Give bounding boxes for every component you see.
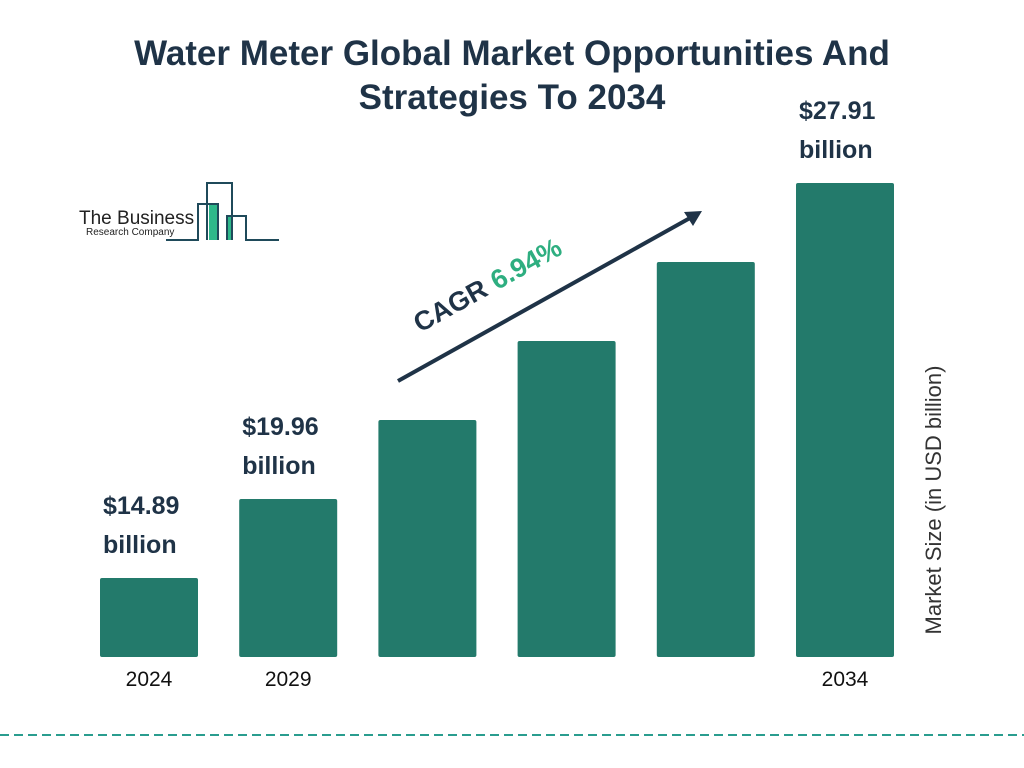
title-line-2: Strategies To 2034 xyxy=(358,78,666,117)
data-label: billion xyxy=(103,531,177,559)
logo-text-2: Research Company xyxy=(86,227,174,238)
logo-text-1: The Business xyxy=(79,208,194,229)
cagr-annotation: CAGR 6.94% xyxy=(408,232,566,338)
x-tick-label: 2024 xyxy=(126,668,173,691)
bar-unlabeled-2 xyxy=(378,420,477,657)
data-label: $27.91 xyxy=(799,97,876,125)
bar-2029 xyxy=(239,499,338,657)
bar-2034 xyxy=(796,183,894,657)
data-label: billion xyxy=(799,136,873,164)
cagr-arrow xyxy=(397,216,691,383)
company-logo: The Business Research Company xyxy=(79,182,279,241)
logo-bar-icon xyxy=(227,216,232,240)
logo-skyline-icon xyxy=(166,182,279,241)
logo-bar-icon xyxy=(209,204,218,240)
data-label: $19.96 xyxy=(242,413,318,441)
cagr-label: CAGR xyxy=(408,273,492,338)
arrow-head-icon xyxy=(684,211,702,226)
data-label: $14.89 xyxy=(103,492,179,520)
cagr-value: 6.94% xyxy=(485,232,567,295)
chart-title: Water Meter Global Market Opportunities … xyxy=(0,32,1024,120)
y-axis-label: Market Size (in USD billion) xyxy=(921,366,946,635)
x-tick-label: 2029 xyxy=(265,668,312,691)
data-label: billion xyxy=(242,452,316,480)
bar-unlabeled-4 xyxy=(656,262,755,657)
bar-2024 xyxy=(100,578,198,657)
x-tick-label: 2034 xyxy=(822,668,869,691)
title-line-1: Water Meter Global Market Opportunities … xyxy=(134,34,890,73)
bar-unlabeled-3 xyxy=(517,341,616,657)
